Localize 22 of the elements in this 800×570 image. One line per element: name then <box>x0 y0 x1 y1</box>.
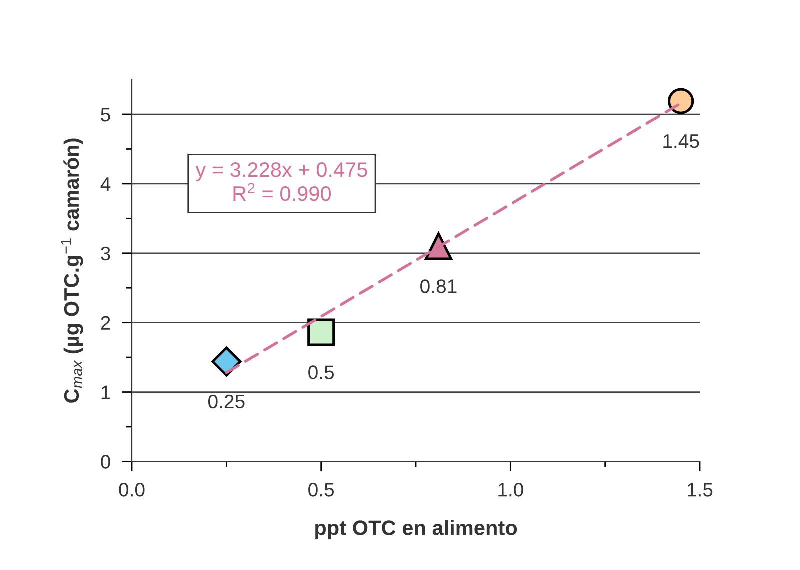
annotation: y = 3.228x + 0.475 <box>196 162 368 182</box>
y-tick-label: 5 <box>101 108 110 122</box>
point <box>424 232 452 260</box>
y-tick-label: 0 <box>101 455 110 469</box>
y-tick-label: 2 <box>101 316 110 330</box>
annotation: R$^{2}$ = 0.990 <box>234 183 332 202</box>
y-axis-title: C$_{max}$ (µg OTC.g$^{−1}$ camarón) <box>61 138 84 403</box>
x-tick-label: 0.0 <box>119 483 145 497</box>
x-tick-label: 1.5 <box>688 483 713 497</box>
y-tick-label: 4 <box>100 178 111 191</box>
annotation: 0.81 <box>420 280 457 294</box>
point <box>308 318 336 346</box>
annotation: 0.5 <box>308 366 334 380</box>
x-tick-label: 0.5 <box>308 483 334 497</box>
y-tick-label: 1 <box>102 386 110 400</box>
annotation: 1.45 <box>664 134 700 148</box>
point <box>668 88 694 114</box>
y-tick-label: 3 <box>101 246 110 261</box>
x-axis-title: ppt OTC en alimento <box>316 520 518 540</box>
annotation: 0.25 <box>208 394 245 409</box>
point <box>212 346 242 377</box>
x-tick-label: 1.0 <box>498 483 524 497</box>
